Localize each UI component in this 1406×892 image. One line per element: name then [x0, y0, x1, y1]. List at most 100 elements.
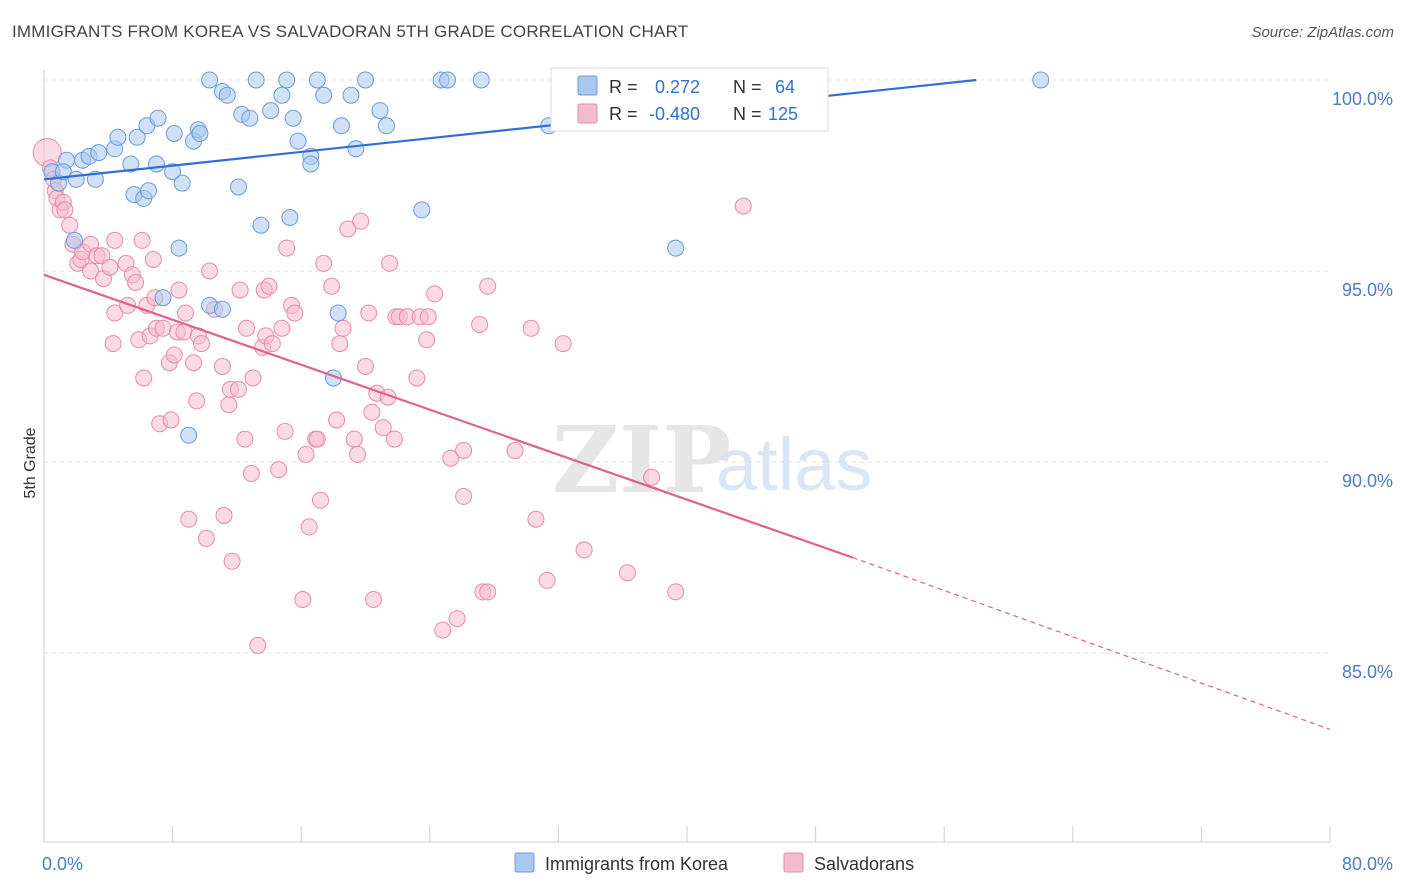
point-salvadoran	[308, 430, 326, 448]
point-salvadoran	[180, 510, 198, 528]
legend-top: R = 0.272 N = 64 R = -0.480 N = 125	[550, 67, 829, 132]
point-korea	[377, 117, 395, 135]
watermark: ZIP atlas	[552, 406, 872, 514]
point-korea	[109, 128, 127, 146]
point-salvadoran	[734, 197, 752, 215]
point-salvadoran	[328, 411, 346, 429]
point-salvadoran	[177, 304, 194, 322]
point-salvadoran	[133, 231, 151, 249]
point-salvadoran	[349, 445, 366, 463]
point-korea	[180, 426, 198, 444]
legend-r-value-korea: 0.272	[655, 77, 700, 97]
point-salvadoran	[104, 335, 122, 353]
point-salvadoran	[448, 610, 466, 628]
point-salvadoran	[339, 220, 357, 238]
point-salvadoran	[273, 319, 291, 337]
point-salvadoran	[154, 319, 172, 337]
point-korea	[90, 144, 108, 162]
legend-swatch-salvadorans	[577, 103, 598, 124]
point-salvadoran	[334, 319, 352, 337]
point-salvadoran	[352, 212, 370, 230]
point-korea	[128, 128, 146, 146]
point-salvadoran	[527, 510, 545, 528]
point-salvadoran	[323, 277, 341, 295]
y-axis-title: 5th Grade	[22, 427, 39, 498]
point-salvadoran	[331, 335, 349, 353]
point-salvadoran	[242, 465, 260, 482]
legend-bottom-swatch-salvadorans	[783, 852, 804, 873]
point-korea	[154, 289, 172, 307]
point-korea	[230, 178, 247, 196]
point-salvadoran	[238, 319, 255, 337]
point-korea	[170, 239, 188, 257]
point-salvadoran	[201, 262, 219, 280]
legend-bottom-swatch-korea	[514, 852, 535, 873]
point-korea	[165, 125, 183, 142]
point-salvadoran	[82, 262, 100, 280]
point-salvadoran	[522, 319, 540, 337]
point-korea	[252, 216, 270, 234]
trend-line-salvadoran	[43, 273, 853, 559]
point-korea	[302, 155, 320, 173]
point-salvadoran	[230, 380, 247, 398]
point-salvadoran	[455, 442, 473, 459]
legend-r-label-salvadorans: R =	[609, 104, 638, 124]
point-salvadoran	[276, 422, 294, 440]
point-salvadoran	[119, 296, 137, 314]
point-korea	[66, 231, 83, 249]
point-salvadoran	[135, 369, 153, 387]
point-korea	[67, 170, 85, 188]
point-salvadoran	[270, 461, 288, 479]
point-salvadoran	[554, 335, 572, 353]
point-salvadoran	[297, 445, 315, 463]
point-salvadoran	[408, 369, 426, 387]
point-korea	[164, 163, 182, 181]
point-salvadoran	[215, 507, 233, 524]
trend-line-salvadoran-extension	[852, 556, 1331, 730]
point-salvadoran	[165, 346, 183, 364]
point-korea	[439, 71, 456, 89]
point-korea	[218, 86, 236, 104]
legend-bottom-label-salvadorans: Salvadorans	[814, 854, 914, 874]
point-salvadoran	[106, 304, 124, 322]
point-salvadoran	[360, 304, 378, 322]
point-korea	[173, 174, 191, 192]
point-salvadoran	[455, 487, 473, 505]
point-salvadoran	[278, 239, 296, 257]
point-salvadoran	[479, 277, 497, 295]
point-salvadoran	[185, 354, 202, 372]
point-korea	[371, 102, 389, 120]
point-salvadoran	[385, 430, 403, 448]
point-salvadoran	[619, 564, 636, 582]
point-salvadoran	[193, 335, 210, 353]
point-salvadoran	[418, 331, 436, 349]
point-korea	[315, 86, 333, 104]
point-korea	[140, 182, 157, 200]
legend-r-value-salvadorans: -0.480	[649, 104, 700, 124]
point-salvadoran	[127, 274, 145, 291]
point-salvadoran	[312, 491, 329, 509]
point-salvadoran	[506, 442, 524, 459]
point-salvadoran	[667, 583, 685, 601]
point-salvadoran	[56, 201, 74, 219]
point-salvadoran	[643, 468, 661, 486]
trend-line-korea	[43, 78, 977, 181]
point-salvadoran	[220, 396, 238, 414]
point-salvadoran	[471, 316, 489, 333]
point-salvadoran	[442, 449, 460, 467]
y-tick-label: 100.0%	[1332, 89, 1393, 109]
point-korea	[308, 71, 326, 89]
legend-n-label-salvadorans: N =	[733, 104, 762, 124]
point-korea	[472, 71, 490, 89]
point-salvadoran	[260, 277, 278, 295]
point-salvadoran	[434, 621, 452, 639]
point-salvadoran	[575, 541, 593, 559]
point-salvadoran	[419, 308, 437, 326]
point-salvadoran	[61, 216, 79, 234]
points-layer	[32, 71, 1050, 654]
x-tick-label-min: 0.0%	[42, 854, 83, 874]
point-korea	[332, 117, 350, 135]
point-salvadoran	[244, 369, 262, 387]
point-salvadoran	[479, 583, 497, 601]
